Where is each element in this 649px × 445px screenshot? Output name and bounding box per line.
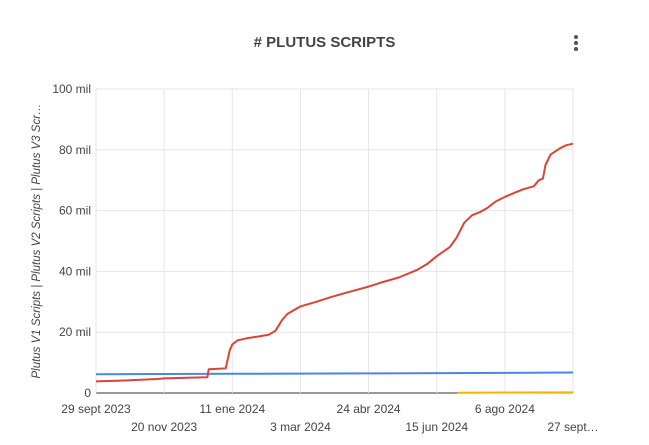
y-tick-label: 40 mil <box>59 264 91 278</box>
x-tick-label: 11 ene 2024 <box>199 402 265 416</box>
y-axis-ticks: 0 20 mil 40 mil 60 mil 80 mil 100 mil <box>52 82 91 400</box>
y-tick-label: 100 mil <box>52 82 91 96</box>
y-tick-label: 0 <box>84 386 91 400</box>
x-tick-label: 15 jun 2024 <box>405 420 468 434</box>
x-tick-label: 29 sept 2023 <box>61 402 131 416</box>
y-tick-label: 20 mil <box>59 325 91 339</box>
y-tick-label: 60 mil <box>59 204 91 218</box>
y-tick-label: 80 mil <box>59 143 91 157</box>
series-line-2 <box>95 142 574 383</box>
x-tick-label: 20 nov 2023 <box>131 420 197 434</box>
chart-series <box>95 142 574 394</box>
x-tick-label: 27 sept… <box>547 420 598 434</box>
x-tick-label: 6 ago 2024 <box>475 402 535 416</box>
y-axis-label: Plutus V1 Scripts | Plutus V2 Scripts | … <box>31 103 43 378</box>
x-tick-label: 3 mar 2024 <box>270 420 331 434</box>
series-line-1 <box>95 371 574 376</box>
more-vert-icon[interactable] <box>566 33 586 53</box>
x-tick-label: 24 abr 2024 <box>337 402 401 416</box>
chart-grid <box>95 88 574 394</box>
chart-title: # PLUTUS SCRIPTS <box>253 34 396 51</box>
